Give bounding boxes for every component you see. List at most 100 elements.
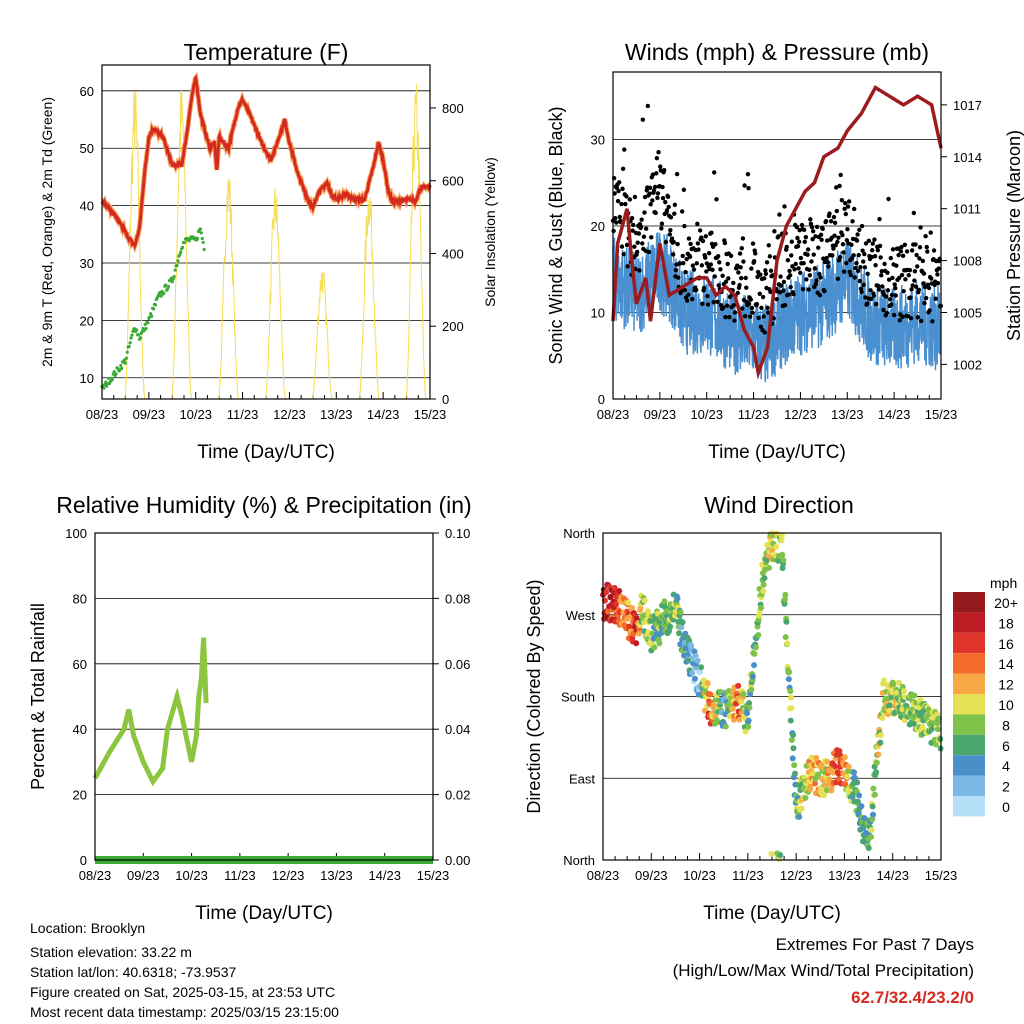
gust-point (830, 253, 835, 258)
gust-point (655, 191, 661, 196)
gust-point (869, 254, 874, 260)
gust-point (920, 258, 926, 264)
gust-point (782, 302, 788, 308)
gust-point (681, 187, 687, 192)
gust-point (632, 194, 638, 200)
direction-point (845, 763, 852, 770)
gust-point (720, 273, 725, 279)
gust-point (798, 255, 804, 261)
gust-point (731, 280, 736, 286)
direction-point (748, 686, 755, 693)
dewpoint-point (182, 240, 187, 245)
gust-point (654, 155, 660, 161)
series-2m-temperature (100, 74, 432, 251)
direction-point (854, 779, 861, 786)
gust-point (893, 285, 898, 291)
dewpoint-point (198, 227, 202, 231)
gust-point (666, 204, 671, 210)
gust-point (619, 201, 624, 207)
gust-point (925, 249, 930, 254)
direction-point (785, 676, 792, 683)
direction-point (755, 631, 762, 638)
direction-point (780, 557, 787, 564)
y-tick-label: North (563, 526, 595, 541)
gust-point (762, 276, 767, 281)
y-tick-label-right: 0.00 (445, 853, 470, 868)
legend-label: 6 (1002, 738, 1010, 754)
y-tick-label-right: 1014 (953, 150, 982, 165)
direction-point (789, 755, 796, 762)
x-tick-label: 10/23 (690, 407, 723, 422)
dewpoint-point (146, 321, 150, 325)
gust-point (871, 293, 877, 298)
gust-point (699, 263, 705, 268)
series-relative-humidity (92, 637, 209, 787)
direction-point (768, 850, 775, 857)
gust-point (704, 269, 709, 274)
gust-point (802, 239, 807, 245)
gust-point (932, 282, 937, 288)
gust-point (641, 234, 647, 239)
gust-point (855, 232, 860, 237)
x-tick-label: 13/23 (828, 868, 861, 883)
dewpoint-point (124, 356, 128, 360)
gust-point (674, 171, 680, 177)
gust-point (805, 247, 811, 252)
gust-point (640, 117, 646, 122)
gust-point (714, 197, 719, 202)
direction-point (798, 805, 805, 812)
gust-point (619, 244, 625, 249)
direction-point (830, 769, 837, 776)
gust-point (812, 266, 818, 271)
dewpoint-point (166, 284, 171, 289)
gust-point (741, 259, 746, 264)
gust-point (649, 235, 654, 240)
direction-point (787, 717, 794, 724)
direction-point (746, 700, 753, 707)
direction-point (861, 815, 868, 822)
gust-point (700, 238, 706, 244)
series-9m-temperature (100, 71, 433, 254)
gust-point (810, 229, 816, 234)
gust-point (910, 283, 915, 288)
direction-point (656, 640, 663, 647)
legend-swatch (953, 714, 985, 735)
gust-point (787, 268, 792, 274)
chart-title: Wind Direction (704, 492, 854, 518)
x-tick-label: 12/23 (273, 407, 306, 422)
gust-point (687, 254, 693, 260)
gust-point (763, 271, 769, 276)
direction-point (774, 557, 781, 564)
gust-point (799, 222, 805, 228)
gust-point (837, 254, 843, 260)
gust-point (723, 314, 728, 320)
dewpoint-point (112, 369, 116, 374)
gust-point (844, 260, 849, 266)
gust-point (852, 275, 857, 280)
gust-point (936, 266, 941, 271)
gust-point (875, 248, 881, 253)
gust-point (912, 269, 918, 274)
gust-point (616, 188, 621, 194)
y-axis-label: Percent & Total Rainfall (28, 603, 48, 790)
gust-point (715, 254, 721, 259)
gust-point (706, 250, 712, 256)
gust-point (849, 242, 854, 247)
gust-point (688, 241, 693, 247)
y-tick-label-right: 0.08 (445, 591, 470, 606)
gust-point (782, 204, 787, 209)
direction-point (820, 792, 827, 799)
gust-point (697, 228, 703, 233)
gust-point (703, 255, 708, 260)
gust-point (655, 195, 660, 201)
gust-point (732, 310, 738, 315)
gust-point (825, 260, 830, 265)
gust-point (796, 239, 802, 244)
direction-point (749, 673, 756, 680)
direction-point (796, 813, 803, 820)
dewpoint-point (202, 247, 206, 252)
legend-label: 20+ (994, 595, 1018, 611)
gust-point (672, 211, 677, 216)
gust-point (793, 261, 798, 267)
gust-point (833, 242, 838, 248)
